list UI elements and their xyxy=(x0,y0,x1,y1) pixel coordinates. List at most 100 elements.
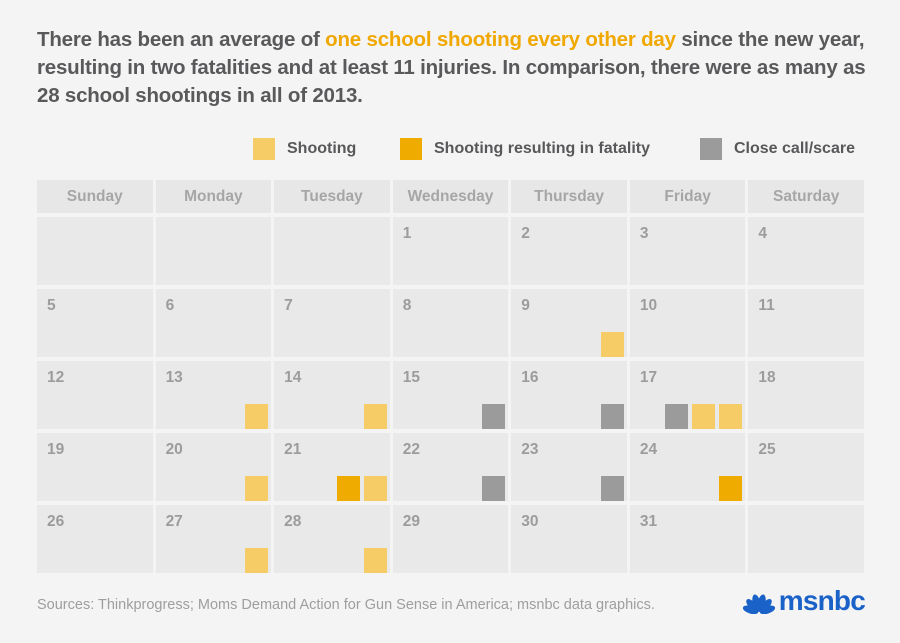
date-number: 22 xyxy=(402,441,420,458)
event-markers xyxy=(665,404,743,429)
shooting-marker xyxy=(363,404,387,429)
calendar-day-14: 14 xyxy=(274,361,390,429)
day-header-sunday: Sunday xyxy=(37,180,153,213)
day-header-monday: Monday xyxy=(155,180,272,213)
shooting-marker xyxy=(719,404,743,429)
date-number: 9 xyxy=(521,297,530,314)
peacock-icon xyxy=(742,593,775,614)
date-number: 23 xyxy=(521,441,539,458)
date-number: 3 xyxy=(639,225,649,242)
date-number: 1 xyxy=(402,225,412,242)
calendar-day-13: 13 xyxy=(155,361,272,429)
legend-item-shooting: Shooting xyxy=(253,137,356,161)
shooting-marker xyxy=(600,332,624,357)
calendar-empty-cell xyxy=(274,217,390,285)
event-markers xyxy=(482,476,506,501)
calendar-empty-cell xyxy=(155,217,272,285)
date-number: 14 xyxy=(284,369,302,386)
date-number: 6 xyxy=(165,297,175,314)
date-number: 16 xyxy=(521,369,539,386)
fatality-swatch xyxy=(400,138,422,160)
date-number: 10 xyxy=(639,297,658,314)
legend-item-fatality: Shooting resulting in fatality xyxy=(400,137,650,161)
event-markers xyxy=(719,476,743,501)
calendar-empty-cell xyxy=(748,505,864,573)
calendar-day-1: 1 xyxy=(392,217,509,285)
calendar-empty-cell xyxy=(37,217,153,285)
day-header-tuesday: Tuesday xyxy=(274,180,390,213)
calendar-day-8: 8 xyxy=(392,289,509,357)
calendar-day-16: 16 xyxy=(511,361,627,429)
date-number: 12 xyxy=(47,369,65,386)
shooting-marker xyxy=(245,476,269,501)
shooting-marker xyxy=(692,404,716,429)
calendar-day-2: 2 xyxy=(511,217,627,285)
event-markers xyxy=(363,404,387,429)
date-number: 13 xyxy=(165,369,183,386)
day-header-friday: Friday xyxy=(629,180,746,213)
calendar-day-10: 10 xyxy=(629,289,746,357)
date-number: 18 xyxy=(758,369,776,386)
calendar-day-27: 27 xyxy=(155,505,272,573)
legend-label-shooting: Shooting xyxy=(287,140,357,157)
shooting-marker xyxy=(245,404,269,429)
calendar-day-31: 31 xyxy=(629,505,746,573)
event-markers xyxy=(482,404,506,429)
calendar-day-19: 19 xyxy=(37,433,153,501)
calendar-day-18: 18 xyxy=(748,361,864,429)
date-number: 17 xyxy=(639,369,658,386)
calendar-day-5: 5 xyxy=(37,289,153,357)
date-number: 30 xyxy=(521,513,539,530)
event-markers xyxy=(245,476,269,501)
calendar-day-4: 4 xyxy=(748,217,864,285)
calendar-day-22: 22 xyxy=(392,433,509,501)
calendar-day-24: 24 xyxy=(629,433,746,501)
date-number: 4 xyxy=(758,225,768,242)
close-call-marker xyxy=(600,404,624,429)
date-number: 11 xyxy=(758,297,775,314)
calendar-day-25: 25 xyxy=(748,433,864,501)
day-header-wednesday: Wednesday xyxy=(392,180,509,213)
event-markers xyxy=(336,476,387,501)
msnbc-wordmark: msnbc xyxy=(778,585,866,616)
date-number: 15 xyxy=(402,369,420,386)
calendar-day-7: 7 xyxy=(274,289,390,357)
shooting-swatch xyxy=(253,138,275,160)
calendar-day-23: 23 xyxy=(511,433,627,501)
shooting-marker xyxy=(363,476,387,501)
date-number: 7 xyxy=(284,297,293,314)
calendar-day-28: 28 xyxy=(274,505,390,573)
shooting-marker xyxy=(245,548,269,573)
calendar-day-11: 11 xyxy=(748,289,864,357)
close-call-marker xyxy=(665,404,689,429)
event-markers xyxy=(363,548,387,573)
legend-item-close-call: Close call/scare xyxy=(700,137,855,161)
date-number: 2 xyxy=(521,225,530,242)
close-call-marker xyxy=(482,404,506,429)
calendar-day-17: 17 xyxy=(629,361,746,429)
calendar-day-29: 29 xyxy=(392,505,509,573)
close-call-marker xyxy=(482,476,506,501)
date-number: 31 xyxy=(639,513,658,530)
calendar-day-12: 12 xyxy=(37,361,153,429)
event-markers xyxy=(600,476,624,501)
calendar-grid: Sunday Monday Tuesday Wednesday Thursday Frid… xyxy=(37,180,864,573)
shooting-marker xyxy=(363,548,387,573)
date-number: 24 xyxy=(639,441,658,458)
headline-highlight: one school shooting every other day xyxy=(325,28,676,51)
date-number: 25 xyxy=(758,441,776,458)
headline-text-before: There has been an average of xyxy=(37,28,326,51)
event-markers xyxy=(245,404,269,429)
event-markers xyxy=(600,332,624,357)
headline-text-after: since the new year, resulting in two fat… xyxy=(37,28,866,107)
calendar-day-26: 26 xyxy=(37,505,153,573)
date-number: 8 xyxy=(402,297,412,314)
msnbc-logo: msnbc xyxy=(742,585,866,616)
fatality-marker xyxy=(336,476,360,501)
date-number: 26 xyxy=(47,513,65,530)
headline: There has been an average of one school … xyxy=(37,26,870,110)
day-header-thursday: Thursday xyxy=(511,180,627,213)
date-number: 5 xyxy=(47,297,56,314)
calendar-day-30: 30 xyxy=(511,505,627,573)
day-header-saturday: Saturday xyxy=(748,180,864,213)
